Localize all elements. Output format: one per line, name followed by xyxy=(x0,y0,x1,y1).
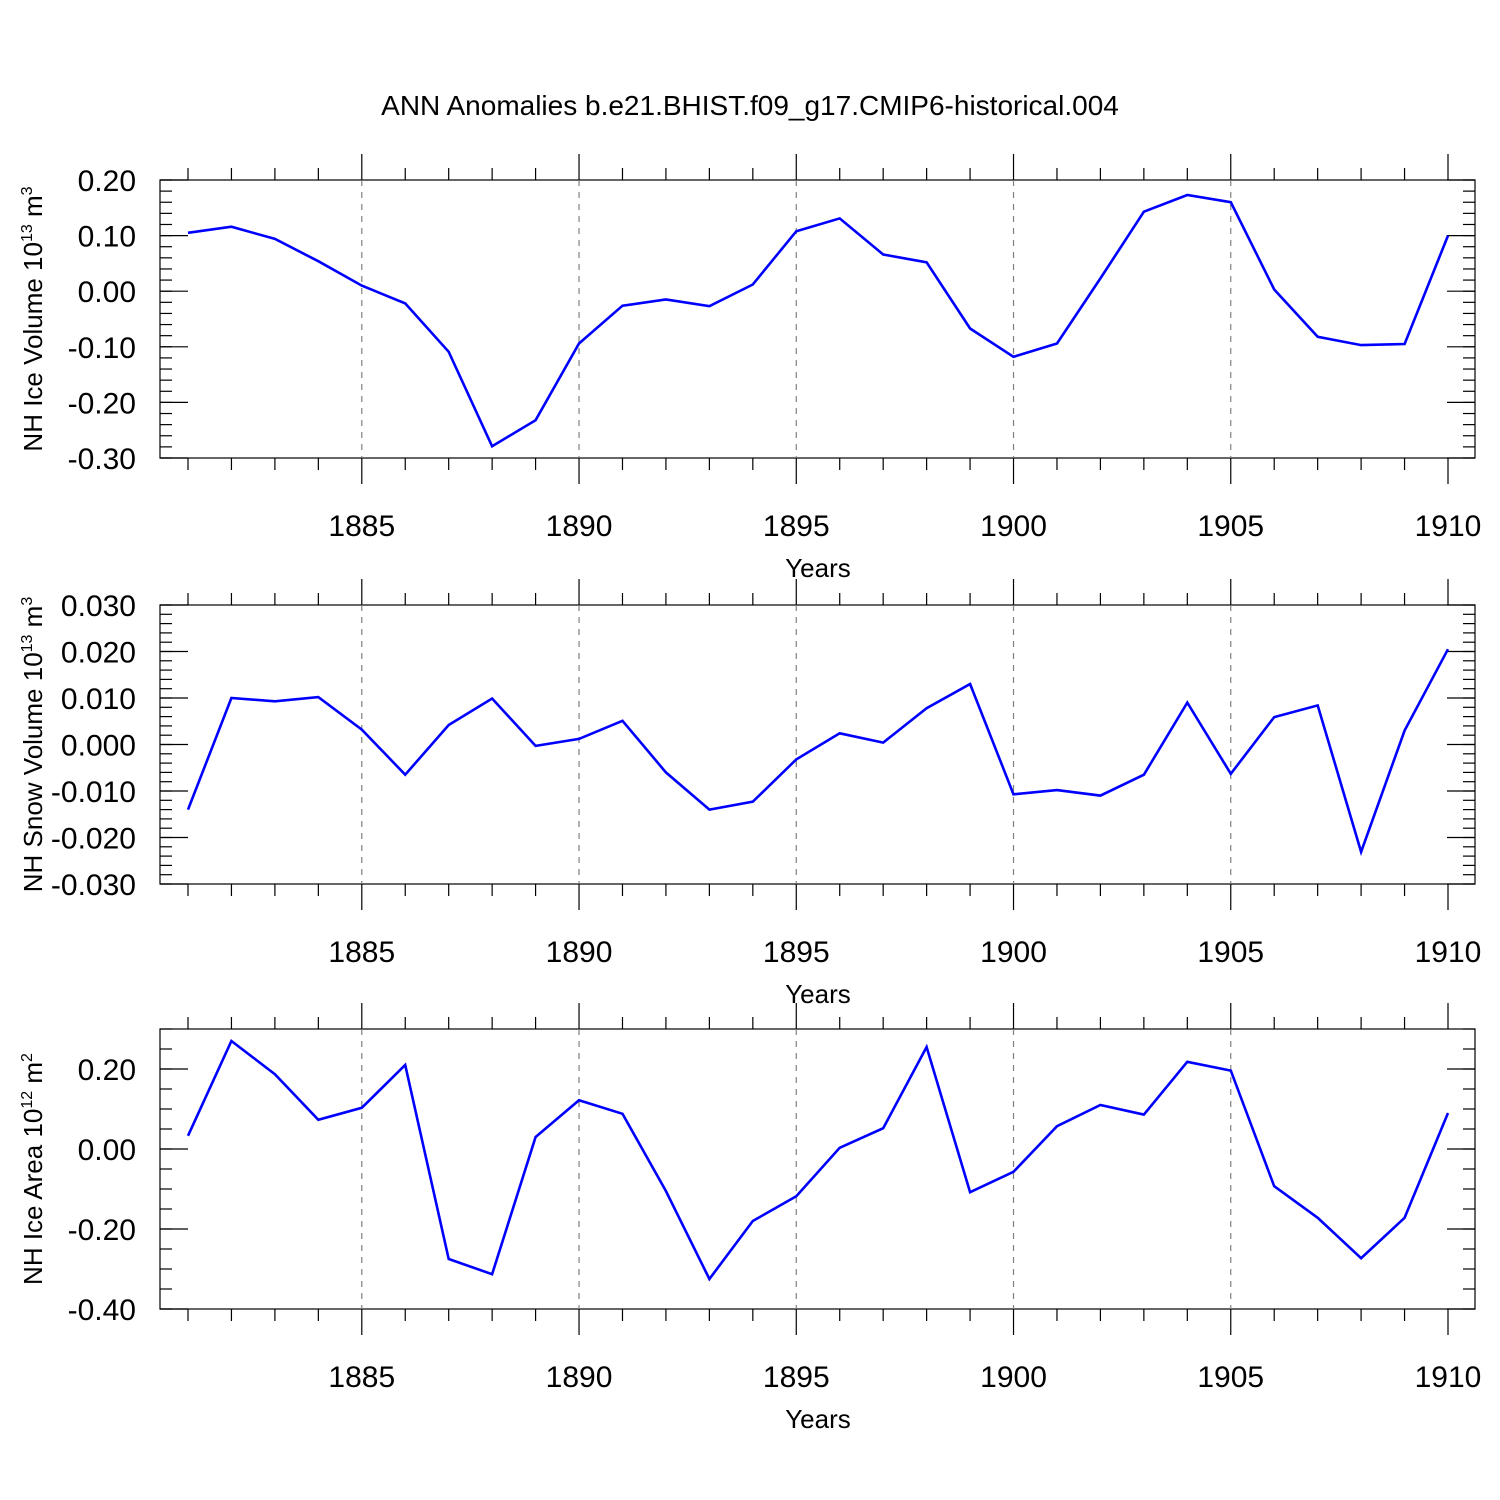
y-tick-label: -0.030 xyxy=(51,869,136,902)
x-tick-label: 1895 xyxy=(763,936,830,969)
x-tick-label: 1900 xyxy=(980,936,1047,969)
y-axis-label-superscript: 13 xyxy=(19,224,36,242)
y-axis-label-part: m xyxy=(18,606,48,635)
series-line xyxy=(187,193,1450,449)
y-axis-label-part: NH Snow Volume 10 xyxy=(18,652,48,892)
y-axis-label: NH Ice Volume 1013 m3 xyxy=(18,186,48,451)
series-line xyxy=(186,1038,1450,1282)
y-axis-label-superscript: 3 xyxy=(19,597,36,606)
y-axis-label-superscript: 13 xyxy=(19,634,36,652)
panel-3: 0.20 0.00 -0.20 -0.40 1885 1890 1895 1900 1905 19… xyxy=(18,1003,1481,1434)
x-tick-label: 1890 xyxy=(546,1361,613,1394)
x-tick-label: 1890 xyxy=(546,510,613,543)
x-tick-label: 1910 xyxy=(1415,510,1482,543)
y-tick-label: -0.020 xyxy=(51,823,136,856)
y-tick-label: 0.10 xyxy=(78,221,136,254)
y-tick-label: -0.20 xyxy=(68,387,136,420)
y-axis-label-superscript: 2 xyxy=(19,1053,36,1062)
x-tick-label: 1890 xyxy=(546,936,613,969)
x-axis-label: Years xyxy=(785,553,851,583)
y-axis-label-part: NH Ice Volume 10 xyxy=(18,242,48,452)
x-axis-label: Years xyxy=(785,1404,851,1434)
y-tick-label: 0.00 xyxy=(78,276,136,309)
y-tick-label: 0.00 xyxy=(78,1134,136,1167)
y-tick-label: 0.010 xyxy=(61,683,136,716)
plot-frame xyxy=(159,604,1476,885)
y-tick-label: -0.10 xyxy=(68,332,136,365)
x-tick-label: 1885 xyxy=(328,936,395,969)
x-tick-label: 1895 xyxy=(763,510,830,543)
x-tick-label: 1905 xyxy=(1197,936,1264,969)
y-axis-label-part: NH Ice Area 10 xyxy=(18,1109,48,1285)
plot-frame xyxy=(159,1028,1476,1310)
y-axis-label: NH Snow Volume 1013 m3 xyxy=(18,597,48,893)
x-tick-label: 1900 xyxy=(980,1361,1047,1394)
panel-2: 0.030 0.020 0.010 0.000 -0.010 -0.020 -0.030 18… xyxy=(18,579,1481,1009)
y-axis-label-part: m xyxy=(18,1062,48,1091)
y-tick-label: -0.20 xyxy=(68,1214,136,1247)
panel-1: 0.20 0.10 0.00 -0.10 -0.20 -0.30 1885 1890 1895 1… xyxy=(18,154,1481,583)
y-tick-label: -0.30 xyxy=(68,443,136,476)
x-tick-label: 1885 xyxy=(328,1361,395,1394)
x-tick-label: 1900 xyxy=(980,510,1047,543)
y-axis-label-superscript: 3 xyxy=(19,186,36,195)
x-tick-label: 1885 xyxy=(328,510,395,543)
y-axis-label-superscript: 12 xyxy=(19,1091,36,1109)
y-tick-label: -0.010 xyxy=(51,776,136,809)
figure-title: ANN Anomalies b.e21.BHIST.f09_g17.CMIP6-… xyxy=(381,90,1119,121)
y-tick-label: 0.20 xyxy=(78,1054,136,1087)
y-tick-label: 0.020 xyxy=(61,637,136,670)
x-axis-label: Years xyxy=(785,979,851,1009)
series-line xyxy=(186,648,1450,857)
y-tick-label: 0.030 xyxy=(61,590,136,623)
y-tick-label: 0.000 xyxy=(61,730,136,763)
x-tick-label: 1910 xyxy=(1415,936,1482,969)
x-tick-label: 1905 xyxy=(1197,1361,1264,1394)
y-tick-label: 0.20 xyxy=(78,165,136,198)
x-tick-label: 1910 xyxy=(1415,1361,1482,1394)
y-axis-label-part: m xyxy=(18,195,48,224)
y-axis-label: NH Ice Area 1012 m2 xyxy=(18,1053,48,1285)
y-tick-label: -0.40 xyxy=(68,1294,136,1327)
x-tick-label: 1905 xyxy=(1197,510,1264,543)
plot-frame xyxy=(159,179,1476,459)
x-tick-label: 1895 xyxy=(763,1361,830,1394)
